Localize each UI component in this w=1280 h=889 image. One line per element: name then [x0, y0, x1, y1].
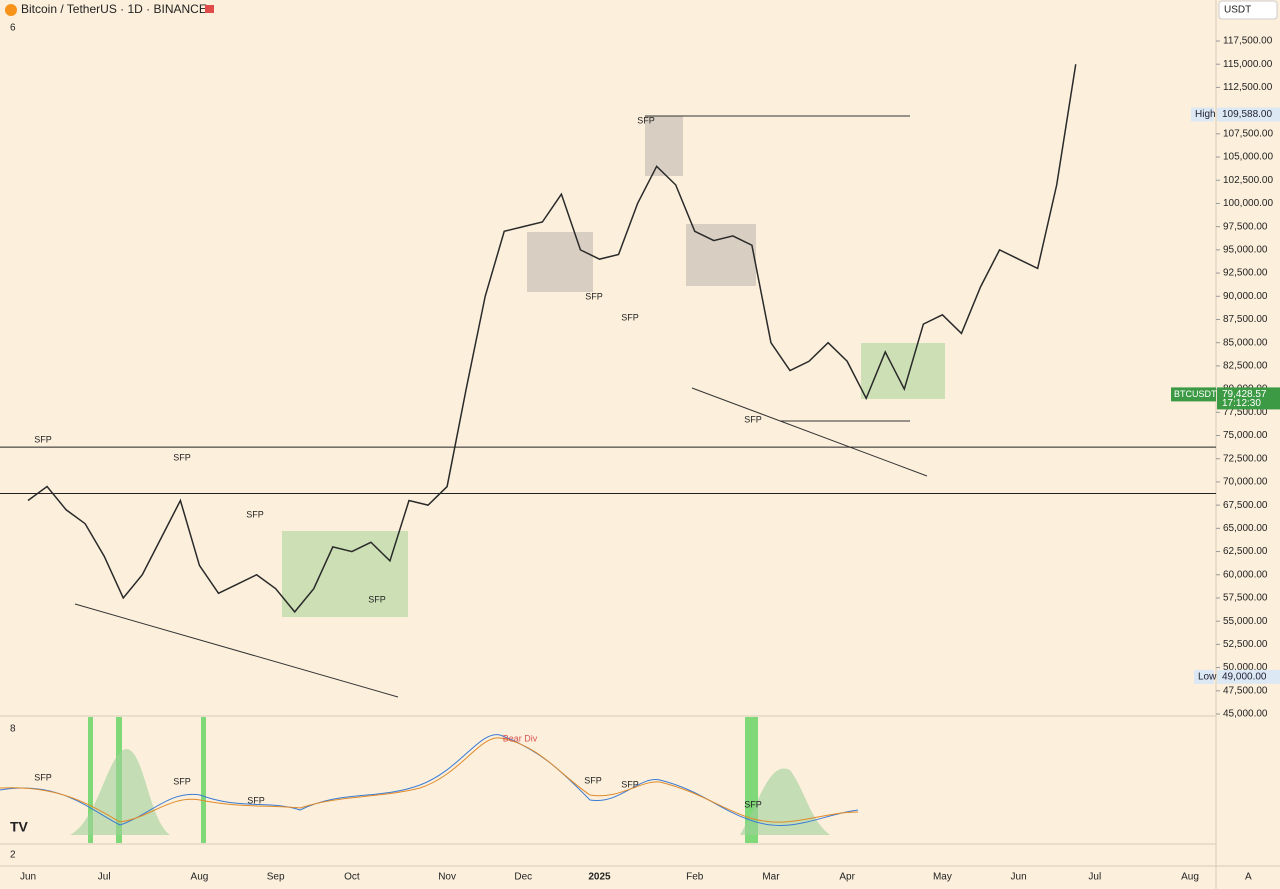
price-badge-name-bg [1191, 107, 1214, 122]
sfp-annotation: SFP [34, 434, 52, 444]
y-tick-label: 112,500.00 [1223, 82, 1273, 93]
y-tick-label: 105,000.00 [1223, 152, 1273, 163]
y-tick-label: 70,000.00 [1223, 477, 1268, 488]
zone-box [527, 232, 593, 292]
y-tick-label: 77,500.00 [1223, 407, 1268, 418]
y-tick-label: 102,500.00 [1223, 175, 1273, 186]
oscillator-annotation: SFP [584, 775, 602, 785]
y-tick-label: 55,000.00 [1223, 616, 1268, 627]
y-tick-label: 75,000.00 [1223, 430, 1268, 441]
price-badge-label: 49,000.00 [1222, 672, 1267, 683]
y-tick-label: 115,000.00 [1223, 59, 1273, 70]
y-tick-label: 72,500.00 [1223, 453, 1268, 464]
last-price: 79,428.57 [1222, 389, 1267, 400]
oscillator-annotation: SFP [247, 795, 265, 805]
x-tick-label: 2025 [588, 872, 611, 883]
sfp-annotation: SFP [744, 414, 762, 424]
currency-label[interactable]: USDT [1224, 5, 1251, 16]
y-tick-label: 45,000.00 [1223, 709, 1268, 720]
zone-box [686, 224, 756, 286]
logo: TV [10, 819, 29, 835]
price-badge-name: Low [1198, 672, 1217, 683]
trendline [74, 603, 399, 698]
price-badge-label: 109,588.00 [1222, 109, 1272, 120]
y-tick-label: 85,000.00 [1223, 337, 1268, 348]
x-tick-label: Aug [191, 872, 209, 883]
trendline [691, 387, 928, 477]
oscillator-area [740, 768, 830, 835]
price-line [27, 64, 1077, 614]
currency-button[interactable] [1218, 0, 1278, 20]
y-tick-label: 57,500.00 [1223, 593, 1268, 604]
y-tick-label: 47,500.00 [1223, 685, 1268, 696]
x-tick-label: Oct [344, 872, 360, 883]
price-badge-name-bg [1194, 669, 1214, 684]
y-tick-label: 67,500.00 [1223, 500, 1268, 511]
y-tick-label: 107,500.00 [1223, 128, 1273, 139]
x-tick-label: Feb [686, 872, 704, 883]
oscillator-annotation: SFP [34, 772, 52, 782]
last-badge-bg [1217, 387, 1280, 410]
price-badge [1217, 107, 1280, 122]
x-tick-label: Apr [839, 872, 855, 883]
y-tick-label: 65,000.00 [1223, 523, 1268, 534]
auto-scale[interactable]: A [1245, 872, 1252, 883]
x-tick-label: Mar [762, 872, 780, 883]
y-tick-label: 100,000.00 [1223, 198, 1273, 209]
y-tick-label: 92,500.00 [1223, 268, 1268, 279]
oscillator-annotation: SFP [173, 776, 191, 786]
symbol-icon [5, 4, 17, 16]
sfp-annotation: SFP [246, 509, 264, 519]
x-tick-label: Aug [1181, 872, 1199, 883]
signal-bar [201, 717, 206, 843]
x-tick-label: Jun [1011, 872, 1027, 883]
svg-text:TV: TV [10, 819, 29, 835]
zone-box [645, 116, 683, 176]
sfp-annotation: SFP [173, 452, 191, 462]
sfp-annotation: SFP [585, 291, 603, 301]
sfp-annotation: SFP [368, 594, 386, 604]
y-tick-label: 82,500.00 [1223, 361, 1268, 372]
countdown: 17:12:30 [1222, 398, 1261, 409]
sfp-annotation: SFP [621, 312, 639, 322]
last-name: BTCUSDT [1174, 389, 1217, 399]
sfp-annotation: SFP [637, 115, 655, 125]
y-tick-label: 60,000.00 [1223, 569, 1268, 580]
x-tick-label: Dec [514, 872, 532, 883]
y-tick-label: 50,000.00 [1223, 662, 1268, 673]
oscillator-line [0, 737, 859, 823]
y-tick-label: 62,500.00 [1223, 546, 1268, 557]
oscillator-annotation: Bear Div [503, 733, 538, 743]
y-tick-label: 90,000.00 [1223, 291, 1268, 302]
zone-box [861, 343, 945, 399]
x-tick-label: May [933, 872, 952, 883]
x-tick-label: Sep [267, 872, 285, 883]
y-tick-label: 95,000.00 [1223, 245, 1268, 256]
signal-bar [88, 717, 93, 843]
price-badge [1217, 669, 1280, 684]
chart-title: Bitcoin / TetherUS · 1D · BINANCE [21, 2, 207, 16]
y-tick-label: 52,500.00 [1223, 639, 1268, 650]
x-tick-label: Nov [438, 872, 456, 883]
pane-toggle[interactable]: 8 [10, 724, 16, 735]
y-tick-label: 117,500.00 [1223, 36, 1273, 47]
oscillator-annotation: SFP [621, 779, 639, 789]
flag-icon [205, 5, 214, 13]
pane-toggle[interactable]: 6 [10, 23, 16, 34]
oscillator-annotation: SFP [744, 799, 762, 809]
y-tick-label: 87,500.00 [1223, 314, 1268, 325]
last-name-bg [1171, 387, 1216, 402]
x-tick-label: Jun [20, 872, 36, 883]
price-badge-name: High [1195, 109, 1216, 120]
pane-toggle[interactable]: 2 [10, 850, 16, 861]
x-tick-label: Jul [98, 872, 111, 883]
x-tick-label: Jul [1088, 872, 1101, 883]
y-tick-label: 97,500.00 [1223, 221, 1268, 232]
